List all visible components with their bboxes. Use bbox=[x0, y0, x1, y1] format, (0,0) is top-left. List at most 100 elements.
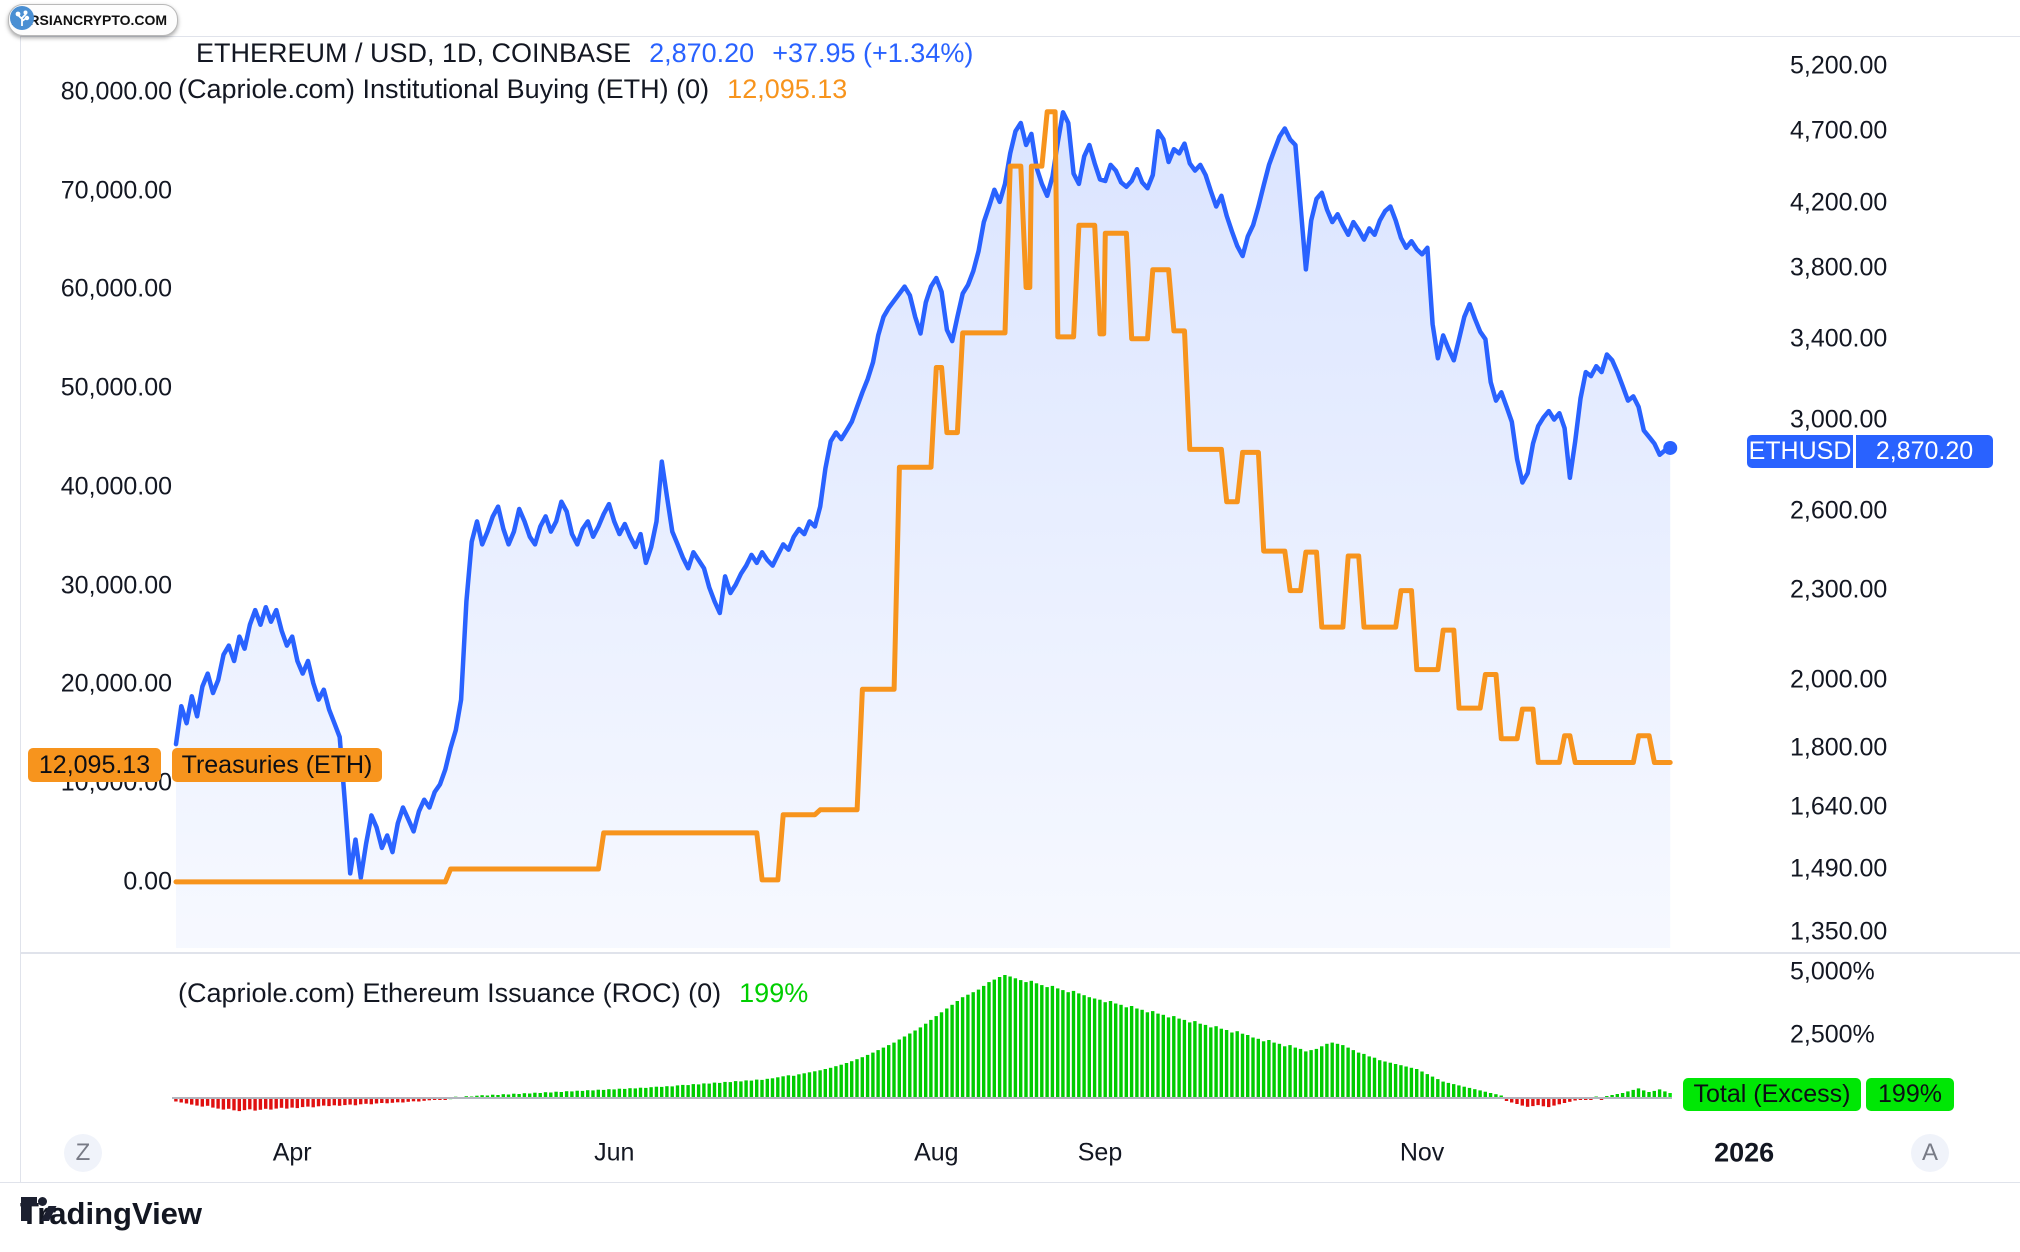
issuance-bar-negative bbox=[427, 1098, 431, 1101]
right-axis-tick[interactable]: 1,350.00 bbox=[1790, 917, 1888, 946]
time-axis-label-nov[interactable]: Nov bbox=[1399, 1138, 1445, 1167]
indicator2-title[interactable]: (Capriole.com) Ethereum Issuance (ROC) (… bbox=[178, 978, 722, 1008]
issuance-bar-positive bbox=[1135, 1008, 1139, 1098]
issuance-bar-positive bbox=[1446, 1082, 1451, 1098]
issuance-bar-positive bbox=[1383, 1061, 1387, 1098]
issuance-bar-positive bbox=[1478, 1090, 1482, 1098]
indicator1-value: 12,095.13 bbox=[727, 74, 848, 104]
time-axis-label-jun[interactable]: Jun bbox=[594, 1138, 635, 1167]
right-axis-tick[interactable]: 4,200.00 bbox=[1790, 188, 1888, 217]
time-axis-label-2026[interactable]: 2026 bbox=[1714, 1137, 1775, 1168]
indicator2-value: 199% bbox=[739, 978, 809, 1008]
issuance-bar-negative bbox=[1515, 1098, 1519, 1104]
right-axis-tick[interactable]: 5,200.00 bbox=[1790, 51, 1888, 80]
symbol-change: +37.95 (+1.34%) bbox=[772, 38, 974, 68]
frame-top-line bbox=[20, 36, 2020, 37]
tradingview-footer[interactable]: TradingView bbox=[20, 1196, 202, 1232]
pane2-axis-tick[interactable]: 5,000% bbox=[1790, 957, 1875, 986]
issuance-bar-positive bbox=[1114, 1003, 1118, 1098]
issuance-bar-positive bbox=[475, 1095, 479, 1098]
issuance-bar-negative bbox=[258, 1098, 263, 1110]
issuance-bar-negative bbox=[364, 1098, 368, 1104]
pane2-axis-tick[interactable]: 2,500% bbox=[1790, 1020, 1875, 1049]
left-axis-tick[interactable]: 30,000.00 bbox=[60, 571, 172, 600]
left-axis-tick[interactable]: 40,000.00 bbox=[60, 472, 172, 501]
issuance-bar-positive bbox=[1425, 1074, 1429, 1098]
right-axis-tick[interactable]: 2,600.00 bbox=[1790, 496, 1888, 525]
issuance-bar-positive bbox=[739, 1081, 743, 1098]
issuance-bar-positive bbox=[1457, 1085, 1461, 1098]
issuance-bar-positive bbox=[918, 1027, 923, 1098]
parsiancrypto-label: PARSIANCRYPTO.COM bbox=[11, 12, 168, 28]
right-axis-tick[interactable]: 2,000.00 bbox=[1790, 665, 1888, 694]
pane-divider[interactable] bbox=[20, 952, 2020, 954]
issuance-bar-positive bbox=[1367, 1056, 1371, 1098]
parsiancrypto-badge[interactable]: PARSIANCRYPTO.COM bbox=[8, 4, 179, 36]
right-axis-tick[interactable]: 2,300.00 bbox=[1790, 575, 1888, 604]
issuance-bar-positive bbox=[1045, 987, 1049, 1098]
issuance-bar-positive bbox=[1483, 1091, 1487, 1098]
time-axis-label-sep[interactable]: Sep bbox=[1077, 1138, 1123, 1167]
issuance-bar-positive bbox=[543, 1092, 548, 1098]
right-axis-tick[interactable]: 1,490.00 bbox=[1790, 854, 1888, 883]
issuance-bar-positive bbox=[559, 1092, 563, 1098]
issuance-bar-positive bbox=[982, 985, 986, 1098]
issuance-bar-positive bbox=[1309, 1050, 1313, 1098]
issuance-bar-negative bbox=[269, 1098, 273, 1110]
issuance-bar-positive bbox=[1087, 997, 1091, 1098]
indicator1-title[interactable]: (Capriole.com) Institutional Buying (ETH… bbox=[178, 74, 710, 104]
issuance-bar-positive bbox=[1657, 1089, 1662, 1098]
issuance-bar-positive bbox=[1214, 1026, 1218, 1098]
issuance-bar-positive bbox=[1441, 1081, 1445, 1098]
left-axis-tick[interactable]: 80,000.00 bbox=[60, 77, 172, 106]
issuance-bar-positive bbox=[971, 992, 975, 1098]
right-axis-tick[interactable]: 1,640.00 bbox=[1790, 792, 1888, 821]
right-axis-tick[interactable]: 3,000.00 bbox=[1790, 405, 1888, 434]
time-axis-label-apr[interactable]: Apr bbox=[272, 1138, 312, 1167]
issuance-bar-negative bbox=[211, 1098, 215, 1108]
auto-scale-button[interactable]: A bbox=[1911, 1134, 1949, 1172]
left-axis-tick[interactable]: 0.00 bbox=[123, 867, 172, 896]
issuance-bar-positive bbox=[881, 1047, 886, 1098]
issuance-bar-positive bbox=[1177, 1018, 1181, 1098]
issuance-bar-positive bbox=[733, 1081, 738, 1098]
left-axis-tick[interactable]: 70,000.00 bbox=[60, 176, 172, 205]
issuance-bar-positive bbox=[681, 1084, 685, 1098]
timezone-button[interactable]: Z bbox=[64, 1134, 102, 1172]
issuance-bar-negative bbox=[348, 1098, 352, 1105]
issuance-bar-positive bbox=[1647, 1092, 1651, 1098]
issuance-bar-positive bbox=[570, 1091, 574, 1098]
issuance-bar-positive bbox=[533, 1092, 537, 1098]
issuance-bar-negative bbox=[290, 1098, 294, 1108]
right-axis-tick[interactable]: 1,800.00 bbox=[1790, 733, 1888, 762]
left-axis-tick[interactable]: 20,000.00 bbox=[60, 669, 172, 698]
issuance-bar-positive bbox=[1378, 1060, 1382, 1098]
issuance-bar-positive bbox=[1145, 1012, 1150, 1098]
issuance-bar-positive bbox=[1251, 1037, 1255, 1098]
issuance-bar-negative bbox=[264, 1098, 268, 1109]
issuance-bar-positive bbox=[1620, 1093, 1625, 1098]
issuance-bar-positive bbox=[1077, 993, 1081, 1098]
issuance-bar-positive bbox=[1499, 1095, 1503, 1098]
issuance-bar-positive bbox=[1283, 1046, 1287, 1098]
issuance-bar-negative bbox=[200, 1098, 204, 1107]
issuance-bar-negative bbox=[332, 1098, 336, 1106]
left-axis-tick[interactable]: 60,000.00 bbox=[60, 274, 172, 303]
issuance-bar-positive bbox=[1293, 1047, 1297, 1098]
issuance-bar-positive bbox=[696, 1084, 701, 1098]
time-axis-label-aug[interactable]: Aug bbox=[914, 1138, 959, 1167]
left-axis-tick[interactable]: 50,000.00 bbox=[60, 373, 172, 402]
issuance-bar-negative bbox=[1525, 1098, 1530, 1107]
issuance-bar-positive bbox=[1040, 985, 1044, 1098]
issuance-bar-positive bbox=[1061, 990, 1065, 1098]
issuance-bar-positive bbox=[1452, 1084, 1456, 1098]
issuance-bar-positive bbox=[506, 1094, 511, 1098]
symbol-title[interactable]: ETHEREUM / USD, 1D, COINBASE bbox=[196, 38, 632, 68]
right-axis-tick[interactable]: 3,400.00 bbox=[1790, 324, 1888, 353]
issuance-bar-negative bbox=[1573, 1098, 1577, 1101]
right-axis-tick[interactable]: 4,700.00 bbox=[1790, 116, 1888, 145]
right-axis-tick[interactable]: 3,800.00 bbox=[1790, 253, 1888, 282]
issuance-bar-negative bbox=[1557, 1098, 1561, 1105]
